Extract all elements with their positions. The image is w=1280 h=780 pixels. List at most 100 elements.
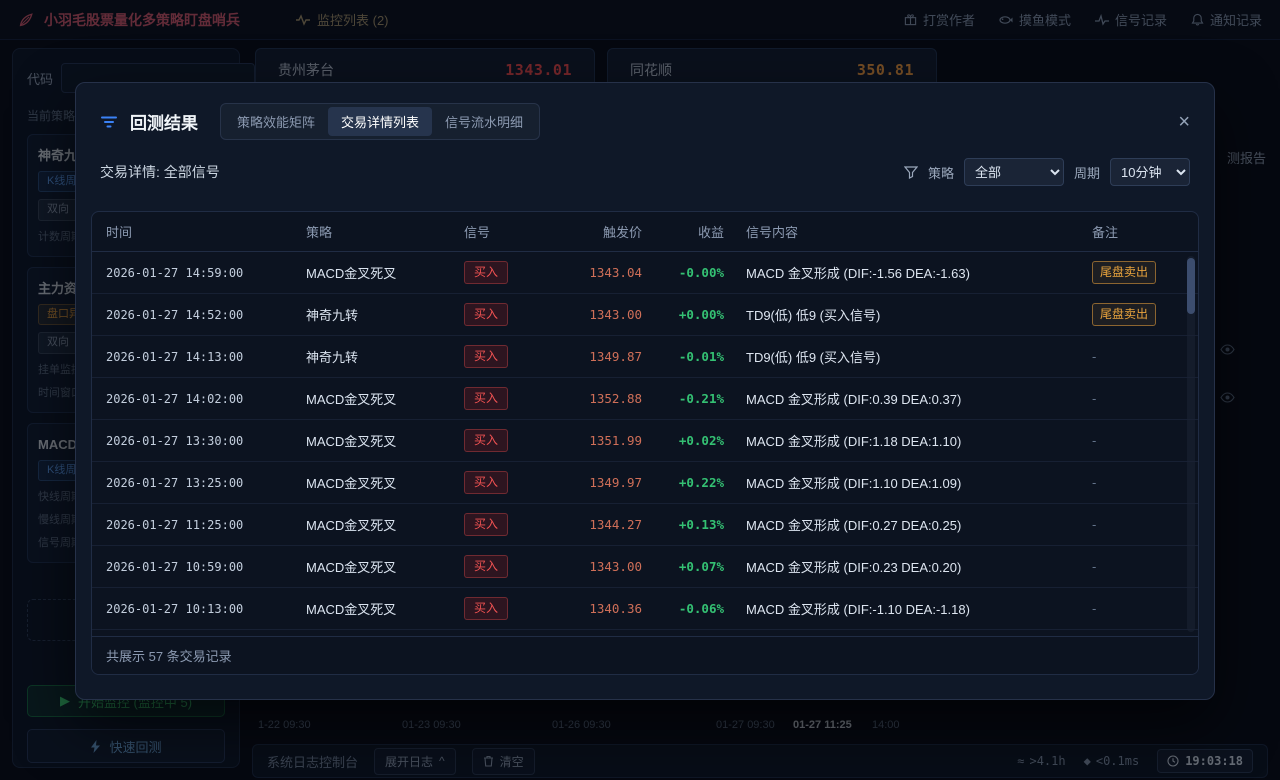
tab-strategy-matrix[interactable]: 策略效能矩阵 <box>237 115 316 130</box>
cell-signal-content: MACD 金叉形成 (DIF:-1.10 DEA:-1.18) <box>746 602 970 617</box>
cell-time: 2026-01-27 13:25:00 <box>106 475 244 490</box>
funnel-icon <box>903 165 918 179</box>
cell-signal: 买入 <box>464 387 582 410</box>
table-row[interactable]: 2026-01-27 14:02:00 MACD金叉死叉 买入 1352.88 … <box>92 378 1198 420</box>
cell-profit: +0.22% <box>678 475 724 490</box>
header-strategy: 策略 <box>306 225 333 240</box>
table-row[interactable]: 2026-01-27 14:13:00 神奇九转 买入 1349.87 -0.0… <box>92 336 1198 378</box>
cell-time: 2026-01-27 14:13:00 <box>106 349 244 364</box>
table-footer: 共展示 57 条交易记录 <box>92 636 1198 674</box>
period-filter-label: 周期 <box>1073 165 1100 181</box>
note-cell: 尾盘卖出 <box>1066 303 1184 326</box>
tab-signal-flow[interactable]: 信号流水明细 <box>445 115 524 130</box>
cell-trigger-price: 1349.97 <box>589 475 642 490</box>
cell-time: 2026-01-27 10:59:00 <box>106 559 244 574</box>
cell-signal: 买入 <box>464 597 582 620</box>
buy-signal-badge: 买入 <box>464 303 509 326</box>
table-row[interactable]: 2026-01-27 13:30:00 MACD金叉死叉 买入 1351.99 … <box>92 420 1198 462</box>
tab-trade-details[interactable]: 交易详情列表 <box>328 107 433 136</box>
cell-signal-content: MACD 金叉形成 (DIF:0.27 DEA:0.25) <box>746 518 962 533</box>
cell-trigger-price: 1352.88 <box>589 391 642 406</box>
cell-time: 2026-01-27 11:25:00 <box>106 517 244 532</box>
cell-signal: 买入 <box>464 513 582 536</box>
buy-signal-badge: 买入 <box>464 345 509 368</box>
backtest-results-modal: 回测结果 策略效能矩阵 交易详情列表 信号流水明细 × 交易详情: 全部信号 策… <box>75 82 1215 700</box>
header-note: 备注 <box>1092 225 1119 240</box>
filter-lines-icon <box>100 114 118 130</box>
table-row[interactable]: 2026-01-27 10:13:00 MACD金叉死叉 买入 1340.36 … <box>92 588 1198 630</box>
cell-strategy: MACD金叉死叉 <box>306 434 397 449</box>
cell-time: 2026-01-27 14:02:00 <box>106 391 244 406</box>
cell-signal: 买入 <box>464 471 582 494</box>
buy-signal-badge: 买入 <box>464 471 509 494</box>
cell-strategy: 神奇九转 <box>306 350 359 365</box>
cell-profit: -0.00% <box>678 265 724 280</box>
buy-signal-badge: 买入 <box>464 555 509 578</box>
cell-signal: 买入 <box>464 261 582 284</box>
cell-trigger-price: 1349.87 <box>589 349 642 364</box>
cell-time: 2026-01-27 10:13:00 <box>106 601 244 616</box>
cell-strategy: MACD金叉死叉 <box>306 476 397 491</box>
cell-signal-content: TD9(低) 低9 (买入信号) <box>746 308 881 323</box>
cell-signal-content: MACD 金叉形成 (DIF:1.18 DEA:1.10) <box>746 434 962 449</box>
modal-title: 回测结果 <box>130 114 198 133</box>
cell-profit: -0.21% <box>678 391 724 406</box>
cell-strategy: MACD金叉死叉 <box>306 560 397 575</box>
header-time: 时间 <box>106 225 133 240</box>
table-row[interactable]: 2026-01-27 13:25:00 MACD金叉死叉 买入 1349.97 … <box>92 462 1198 504</box>
period-select[interactable]: 10分钟 <box>1110 158 1190 186</box>
table-body: 2026-01-27 14:59:00 MACD金叉死叉 买入 1343.04 … <box>92 252 1198 630</box>
header-trigger-price: 触发价 <box>602 225 642 240</box>
buy-signal-badge: 买入 <box>464 429 509 452</box>
modal-subheader: 交易详情: 全部信号 策略 全部 周期 10分钟 <box>76 148 1214 186</box>
cell-strategy: 神奇九转 <box>306 308 359 323</box>
strategy-filter-label: 策略 <box>927 165 954 181</box>
table-row[interactable]: 2026-01-27 11:25:00 MACD金叉死叉 买入 1344.27 … <box>92 504 1198 546</box>
cell-signal: 买入 <box>464 429 582 452</box>
cell-profit: -0.06% <box>678 601 724 616</box>
cell-signal-content: TD9(低) 低9 (买入信号) <box>746 350 881 365</box>
cell-signal-content: MACD 金叉形成 (DIF:0.23 DEA:0.20) <box>746 560 962 575</box>
table-row[interactable]: 2026-01-27 10:59:00 MACD金叉死叉 买入 1343.00 … <box>92 546 1198 588</box>
table-row[interactable]: 2026-01-27 14:52:00 神奇九转 买入 1343.00 +0.0… <box>92 294 1198 336</box>
cell-time: 2026-01-27 14:59:00 <box>106 265 244 280</box>
cell-signal-content: MACD 金叉形成 (DIF:0.39 DEA:0.37) <box>746 392 962 407</box>
record-count-label: 共展示 57 条交易记录 <box>106 649 232 664</box>
cell-trigger-price: 1351.99 <box>589 433 642 448</box>
cell-profit: +0.07% <box>678 559 724 574</box>
strategy-select[interactable]: 全部 <box>963 158 1064 186</box>
cell-profit: +0.00% <box>678 307 724 322</box>
note-cell: - <box>1092 391 1097 406</box>
trade-details-subtitle: 交易详情: 全部信号 <box>100 164 220 180</box>
cell-profit: +0.13% <box>678 517 724 532</box>
cell-signal: 买入 <box>464 345 582 368</box>
cell-time: 2026-01-27 14:52:00 <box>106 307 244 322</box>
cell-strategy: MACD金叉死叉 <box>306 266 397 281</box>
cell-strategy: MACD金叉死叉 <box>306 518 397 533</box>
header-signal-content: 信号内容 <box>746 225 799 240</box>
cell-trigger-price: 1344.27 <box>589 517 642 532</box>
note-cell: - <box>1092 559 1097 574</box>
close-icon[interactable]: × <box>1178 110 1190 133</box>
note-cell: 尾盘卖出 <box>1066 261 1184 284</box>
cell-signal: 买入 <box>464 303 582 326</box>
cell-trigger-price: 1340.36 <box>589 601 642 616</box>
tail-sell-badge: 尾盘卖出 <box>1092 303 1157 326</box>
buy-signal-badge: 买入 <box>464 597 509 620</box>
cell-trigger-price: 1343.04 <box>589 265 642 280</box>
cell-profit: -0.01% <box>678 349 724 364</box>
cell-signal: 买入 <box>464 555 582 578</box>
header-signal: 信号 <box>464 225 491 240</box>
scrollbar-track[interactable] <box>1187 256 1195 632</box>
cell-strategy: MACD金叉死叉 <box>306 392 397 407</box>
note-cell: - <box>1092 349 1097 364</box>
header-profit: 收益 <box>697 225 724 240</box>
note-cell: - <box>1092 433 1097 448</box>
cell-trigger-price: 1343.00 <box>589 307 642 322</box>
note-cell: - <box>1092 517 1097 532</box>
table-row[interactable]: 2026-01-27 14:59:00 MACD金叉死叉 买入 1343.04 … <box>92 252 1198 294</box>
cell-signal-content: MACD 金叉形成 (DIF:-1.56 DEA:-1.63) <box>746 266 970 281</box>
scrollbar-thumb[interactable] <box>1187 258 1195 314</box>
buy-signal-badge: 买入 <box>464 513 509 536</box>
